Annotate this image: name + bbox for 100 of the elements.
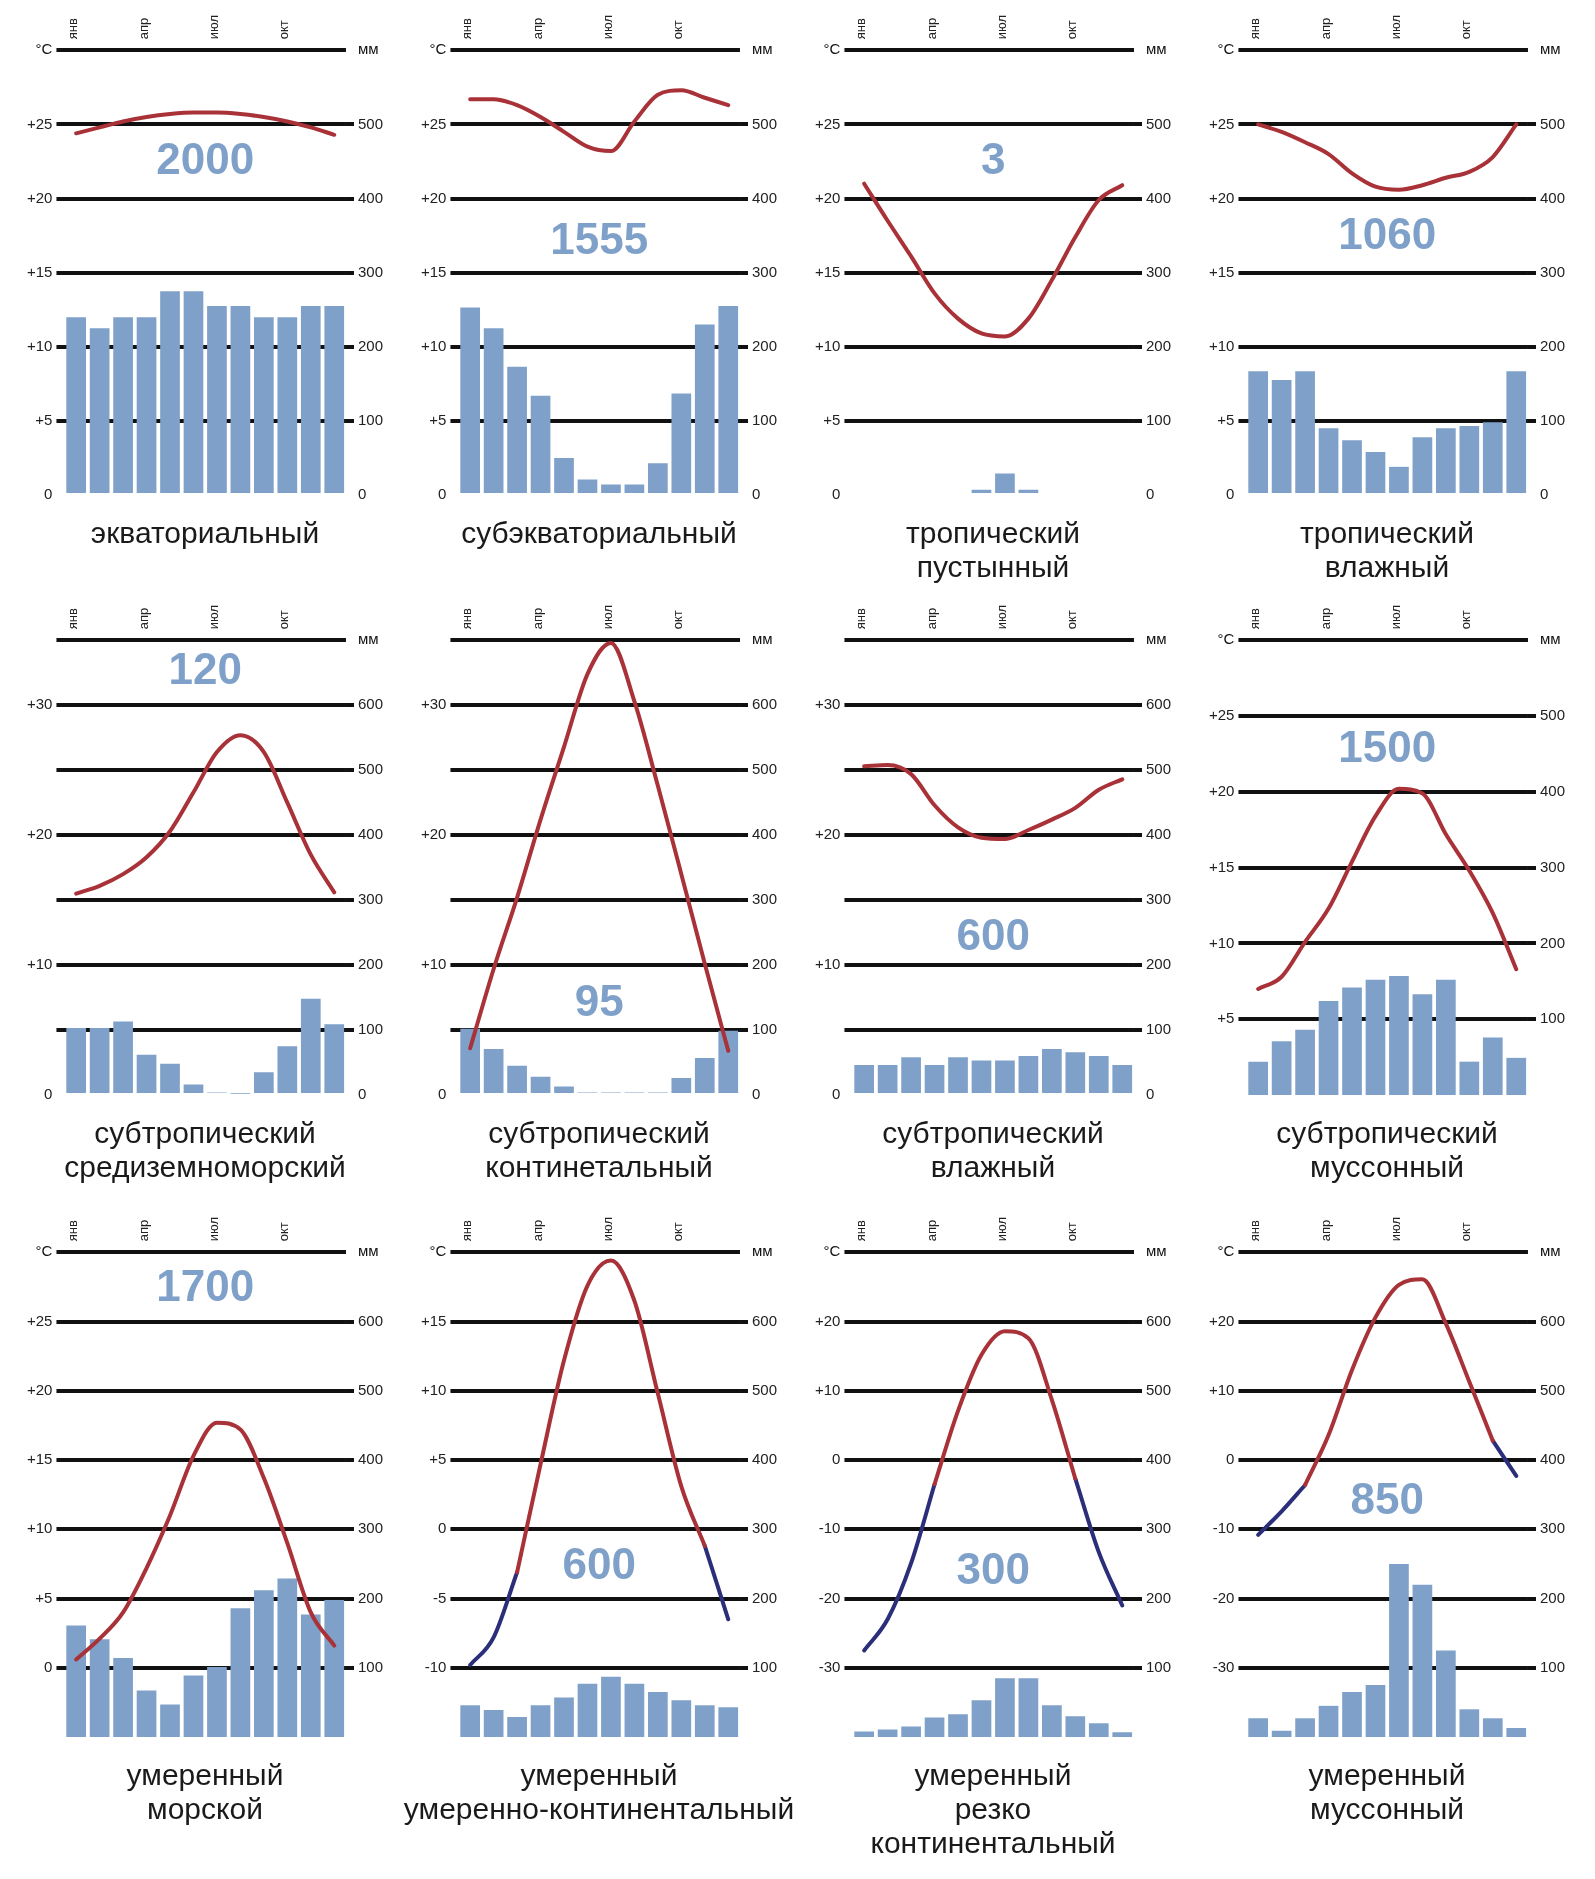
- y-tick-label: +25: [1208, 706, 1235, 724]
- bar: [89, 328, 110, 493]
- y-tick-label: -30: [818, 1657, 841, 1675]
- y2-tick-label: 500: [751, 760, 777, 778]
- y-tick-label: +10: [420, 336, 447, 354]
- bar: [995, 1678, 1015, 1737]
- bar: [694, 1705, 715, 1737]
- bar: [648, 463, 668, 493]
- bar: [718, 1030, 739, 1093]
- y2-tick-label: 500: [751, 1380, 777, 1398]
- text: тропический влажный: [1299, 516, 1475, 584]
- text: субтропический континетальный: [485, 1116, 713, 1184]
- y2-tick-label: 0: [751, 1085, 761, 1103]
- annotation: 1555: [550, 213, 649, 263]
- text: умеренный резко континентальный: [870, 1758, 1116, 1860]
- bar: [1018, 1678, 1039, 1737]
- x-tick-label: окт: [1064, 610, 1080, 630]
- y2-tick-label: 300: [1539, 857, 1565, 875]
- y2-tick-label: 200: [1145, 336, 1171, 354]
- bar: [230, 306, 251, 493]
- x-tick-label: окт: [670, 610, 686, 630]
- y-tick-label: +15: [26, 262, 53, 280]
- line-series: [1256, 122, 1519, 192]
- x-tick-label: окт: [1064, 1222, 1080, 1242]
- bar: [113, 1021, 133, 1093]
- annotation: 1700: [156, 1260, 255, 1310]
- bar: [1318, 428, 1339, 493]
- bar: [66, 1625, 87, 1737]
- y-tick-label: +15: [26, 1450, 53, 1468]
- y2-tick-label: 200: [1539, 336, 1565, 354]
- text: умеренный муссонный: [1308, 1758, 1466, 1826]
- bar: [483, 328, 504, 493]
- bar: [577, 479, 598, 493]
- y-tick-label: +10: [420, 1380, 447, 1398]
- bar: [530, 1705, 551, 1737]
- y2-tick-label: 0: [1539, 485, 1549, 503]
- x-tick-label: июл: [599, 1217, 615, 1242]
- y-tick-label: +15: [420, 262, 447, 280]
- y2-tick-label: 200: [751, 955, 777, 973]
- bar: [554, 1086, 574, 1093]
- bar: [507, 1065, 527, 1093]
- y-tick-label: +20: [26, 188, 53, 206]
- y-tick-label: +10: [1208, 336, 1235, 354]
- bar: [1482, 1718, 1503, 1737]
- y-tick-label: +10: [26, 955, 53, 973]
- y-tick-label: 0: [44, 1085, 53, 1103]
- y2-tick-label: 200: [1145, 955, 1171, 973]
- bar: [230, 1608, 251, 1737]
- x-tick-label: янв: [1247, 1220, 1263, 1242]
- x-tick-label: апр: [529, 1219, 545, 1242]
- bar: [1295, 371, 1315, 493]
- y2-axis-title: мм: [1539, 1242, 1561, 1260]
- y-axis-title: °C: [1217, 630, 1235, 648]
- line-series: [74, 110, 337, 137]
- annotation: 850: [1350, 1474, 1424, 1524]
- bar: [624, 1683, 645, 1737]
- bar: [718, 1707, 739, 1737]
- line-series: [468, 88, 731, 154]
- x-tick-label: янв: [459, 18, 475, 40]
- bar: [136, 1690, 157, 1737]
- y2-tick-label: 300: [1539, 1519, 1565, 1537]
- bar: [1065, 1716, 1086, 1737]
- x-tick-label: янв: [459, 1220, 475, 1242]
- y-tick-label: -30: [1212, 1657, 1235, 1675]
- y2-tick-label: 500: [1145, 114, 1171, 132]
- y2-tick-label: 400: [357, 825, 383, 843]
- y2-axis-title: мм: [357, 630, 379, 648]
- y-tick-label: +20: [420, 188, 447, 206]
- x-tick-label: июл: [993, 605, 1009, 630]
- y2-tick-label: 100: [1145, 1020, 1171, 1038]
- y2-tick-label: 500: [357, 114, 383, 132]
- y-tick-label: -20: [818, 1588, 841, 1606]
- bar: [671, 393, 692, 493]
- line-series: [74, 733, 337, 896]
- line-series: [1256, 786, 1519, 991]
- bar: [694, 1057, 715, 1093]
- y2-tick-label: 200: [357, 336, 383, 354]
- bar: [877, 1729, 898, 1737]
- x-tick-label: апр: [529, 17, 545, 40]
- x-tick-label: апр: [1317, 1219, 1333, 1242]
- bar: [1318, 1705, 1339, 1737]
- bar: [1436, 979, 1456, 1095]
- y2-tick-label: 0: [751, 485, 761, 503]
- y2-tick-label: 200: [357, 955, 383, 973]
- y-tick-label: +20: [420, 825, 447, 843]
- bar: [113, 1658, 133, 1737]
- x-tick-label: окт: [670, 20, 686, 40]
- y2-axis-title: мм: [751, 1242, 773, 1260]
- text: тропический пустынный: [905, 516, 1081, 584]
- y-tick-label: -10: [1212, 1519, 1235, 1537]
- y-tick-label: +30: [26, 695, 53, 713]
- bar: [300, 998, 321, 1093]
- bar: [1365, 452, 1386, 493]
- x-tick-label: окт: [670, 1222, 686, 1242]
- bar: [136, 317, 157, 493]
- bar: [1389, 976, 1409, 1095]
- y-tick-label: +20: [1208, 782, 1235, 800]
- y2-tick-label: 300: [1145, 890, 1171, 908]
- bar: [948, 1714, 968, 1737]
- bar: [66, 1028, 87, 1093]
